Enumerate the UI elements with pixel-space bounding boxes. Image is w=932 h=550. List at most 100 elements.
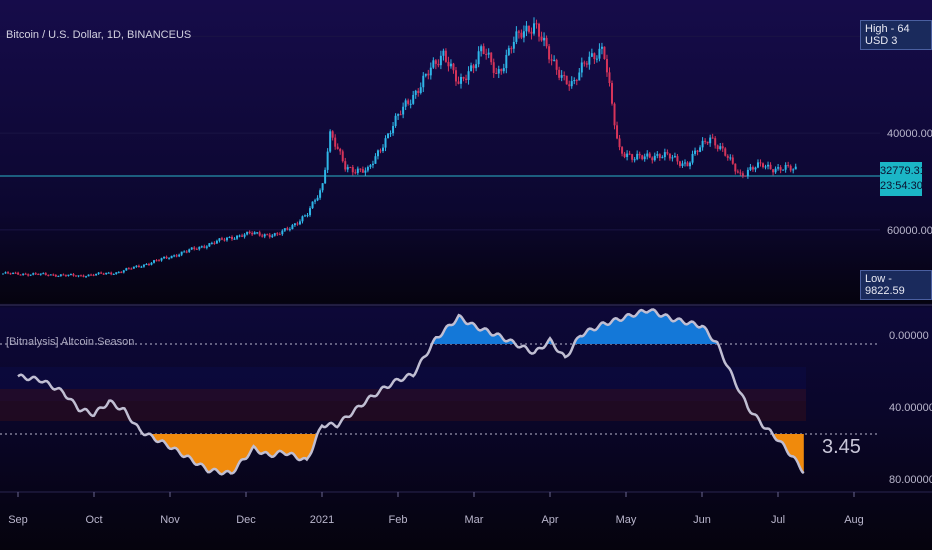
candle-body	[361, 169, 364, 173]
candle-body	[590, 53, 593, 57]
candle-body	[794, 166, 797, 170]
time-tick-label: Feb	[389, 514, 408, 526]
candle-body	[532, 23, 535, 34]
candle-body	[568, 84, 571, 87]
candle-body	[69, 274, 72, 276]
candle-body	[749, 167, 752, 170]
candle-body	[4, 272, 7, 274]
candle-body	[170, 255, 173, 259]
time-tick-label: Jul	[771, 514, 785, 526]
candle-body	[404, 100, 407, 107]
indicator-line	[17, 308, 805, 476]
candle-body	[29, 274, 32, 276]
time-tick-label: Nov	[160, 514, 180, 526]
price-candles	[2, 17, 797, 278]
candle-body	[510, 48, 513, 50]
indicator-tick-label: 0.00000	[889, 330, 929, 342]
candle-body	[243, 234, 246, 237]
candle-body	[452, 63, 455, 71]
candle-body	[324, 169, 327, 184]
candle-body	[651, 157, 654, 161]
candle-body	[225, 237, 228, 241]
candle-body	[548, 46, 551, 60]
candle-body	[354, 172, 357, 174]
candle-body	[726, 155, 729, 158]
candle-body	[334, 137, 337, 147]
candle-body	[437, 63, 440, 66]
candle-body	[210, 242, 213, 244]
candle-body	[2, 273, 4, 275]
candle-body	[326, 151, 329, 170]
last-price: 32779.31	[880, 165, 926, 177]
candle-body	[115, 272, 118, 274]
alt-zone-band	[0, 367, 806, 401]
candle-body	[701, 140, 704, 148]
candle-body	[666, 152, 669, 154]
candle-body	[462, 77, 465, 79]
candle-body	[248, 231, 251, 234]
candle-body	[241, 235, 244, 237]
candle-body	[314, 200, 317, 202]
candle-body	[580, 62, 583, 73]
candle-body	[563, 75, 566, 77]
candle-body	[653, 155, 656, 161]
candle-body	[168, 258, 171, 260]
candle-body	[208, 243, 211, 247]
candle-body	[683, 162, 686, 164]
candle-body	[631, 154, 634, 160]
candle-body	[127, 268, 130, 270]
candle-body	[719, 146, 722, 149]
candle-body	[238, 235, 241, 237]
candle-body	[356, 168, 359, 173]
candle-body	[530, 31, 533, 34]
candle-body	[545, 37, 548, 47]
candle-body	[560, 75, 563, 78]
candle-body	[261, 235, 264, 237]
candle-body	[729, 157, 732, 159]
candle-body	[306, 215, 309, 217]
candle-body	[278, 234, 281, 236]
candle-body	[316, 197, 319, 201]
candle-body	[39, 273, 42, 275]
time-tick-label: Sep	[8, 514, 28, 526]
candle-body	[291, 225, 294, 230]
candle-body	[558, 69, 561, 78]
candle-body	[595, 58, 598, 60]
candle-body	[427, 73, 430, 76]
candle-body	[540, 36, 543, 41]
candle-body	[774, 168, 777, 173]
candle-body	[200, 246, 203, 248]
candle-body	[137, 265, 140, 268]
candle-body	[286, 228, 289, 230]
candle-body	[268, 234, 271, 237]
candle-body	[52, 274, 55, 276]
candle-body	[721, 146, 724, 149]
candle-body	[447, 61, 450, 67]
candle-body	[32, 273, 35, 275]
candle-body	[19, 274, 22, 276]
candle-body	[432, 60, 435, 68]
candle-body	[27, 274, 30, 276]
candle-body	[706, 141, 709, 144]
candle-body	[628, 153, 631, 155]
time-tick-label: Oct	[85, 514, 102, 526]
candle-body	[384, 138, 387, 148]
candle-body	[173, 255, 176, 257]
candle-body	[550, 59, 553, 61]
candle-body	[661, 157, 664, 159]
candle-body	[122, 270, 125, 273]
candle-body	[215, 240, 218, 244]
low-label: Low - 9822.59	[860, 270, 932, 300]
candle-body	[301, 216, 304, 222]
time-tick-label: May	[616, 514, 637, 526]
candle-body	[482, 46, 485, 55]
candle-body	[273, 233, 276, 236]
candle-body	[442, 50, 445, 56]
time-tick-label: Jun	[693, 514, 711, 526]
candle-body	[155, 260, 158, 262]
candle-body	[487, 52, 490, 55]
candle-body	[724, 148, 727, 156]
candle-body	[231, 236, 234, 240]
candle-body	[22, 273, 25, 275]
